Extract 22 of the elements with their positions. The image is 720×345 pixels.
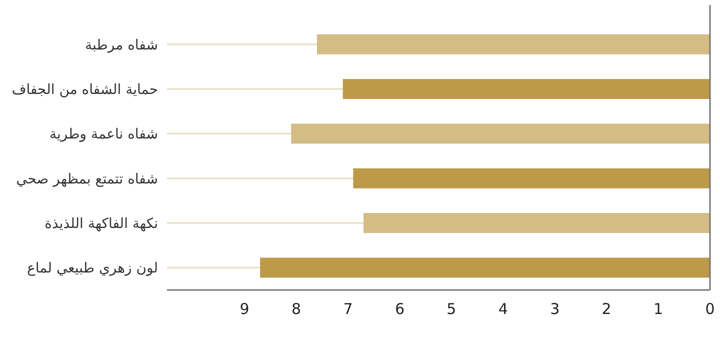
x-tick-label: 0 — [705, 300, 715, 318]
y-tick-label: شفاه تتمتع بمظهر صحي — [16, 171, 158, 188]
y-tick-label: لون زهري طبيعي لماع — [27, 260, 158, 277]
x-tick-label: 8 — [292, 300, 302, 318]
x-tick-label: 4 — [498, 300, 508, 318]
bar — [364, 213, 710, 233]
bar — [316, 34, 710, 54]
y-tick-label: شفاه مرطبة — [85, 37, 158, 54]
x-tick-label: 9 — [240, 300, 250, 318]
y-tick-label: نكهة الفاكهة اللذيذة — [44, 216, 158, 232]
bar — [342, 79, 710, 99]
bar — [291, 124, 710, 144]
x-tick-label: 3 — [550, 300, 560, 318]
y-tick-label: حماية الشفاه من الجفاف — [12, 82, 158, 98]
y-tick-label: شفاه ناعمة وطرية — [50, 126, 158, 143]
x-tick-label: 6 — [394, 300, 404, 318]
bar — [260, 258, 710, 278]
x-tick-label: 5 — [446, 300, 456, 318]
bar — [353, 168, 710, 188]
x-tick-label: 7 — [343, 300, 353, 318]
x-tick-label: 1 — [654, 300, 664, 318]
x-tick-label: 2 — [602, 300, 612, 318]
